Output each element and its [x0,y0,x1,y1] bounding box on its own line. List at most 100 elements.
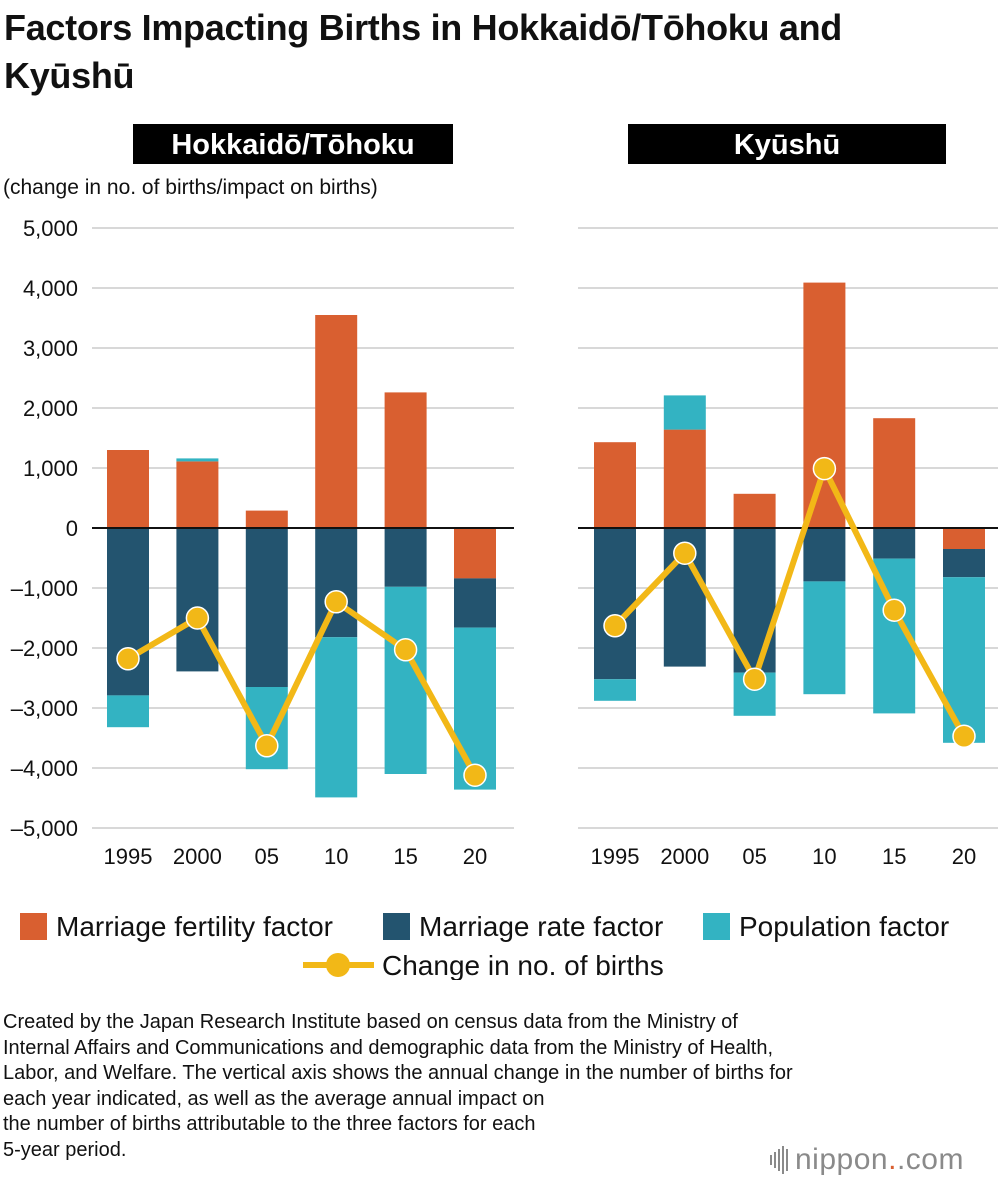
y-tick-label: 2,000 [23,396,78,421]
y-tick-label: 5,000 [23,216,78,241]
y-tick-label: –1,000 [11,576,78,601]
births-point-ky-sh-20 [952,724,976,748]
y-tick-label: –4,000 [11,756,78,781]
births-point-hokkaid-t-hoku-05 [255,734,279,758]
nippon-logo: nippon..com [770,1140,964,1180]
source-note-line: Labor, and Welfare. The vertical axis sh… [3,1062,793,1084]
bar-ky-sh-10-marriage-rate-factor [803,528,846,582]
x-tick-label: 10 [324,844,348,869]
bar-hokkaid-t-hoku-20-marriage-rate-factor [454,578,496,628]
bar-hokkaid-t-hoku-20-population-factor [454,627,496,790]
y-tick-label: –2,000 [11,636,78,661]
panel-title-ky-sh: Kyūshū [734,129,840,161]
x-tick-label: 2000 [660,844,709,869]
legend-label-population-factor: Population factor [739,911,949,942]
bar-ky-sh-05-marriage-fertility-factor [733,493,776,528]
births-point-hokkaid-t-hoku-15 [393,638,418,662]
x-tick-label: 20 [952,844,976,869]
births-point-hokkaid-t-hoku-2000 [185,606,210,630]
source-note: Created by the Japan Research Institute … [3,1010,998,1163]
legend: Marriage fertility factor Marriage rate f… [20,911,949,980]
panel-title-hokkaid-t-hoku: Hokkaidō/Tōhoku [171,129,414,161]
births-point-hokkaid-t-hoku-10 [324,590,348,614]
births-point-ky-sh-10 [812,456,837,481]
bar-ky-sh-20-marriage-fertility-factor [943,528,985,549]
bar-ky-sh-10-marriage-fertility-factor [803,282,846,528]
bar-hokkaid-t-hoku-15-marriage-rate-factor [384,528,427,587]
bar-hokkaid-t-hoku-2000-population-factor [176,458,219,462]
y-tick-label: 1,000 [23,456,78,481]
panel-header-bg-hokkaid-t-hoku [133,124,453,164]
bar-hokkaid-t-hoku-1995-marriage-fertility-factor [107,450,149,528]
x-tick-label: 10 [812,844,836,869]
x-tick-label: 1995 [591,844,640,869]
gridlines [92,227,998,829]
births-line-ky-sh [612,465,967,738]
bar-ky-sh-2000-marriage-fertility-factor [663,429,706,528]
bar-hokkaid-t-hoku-10-marriage-fertility-factor [315,315,358,528]
births-lines [116,456,976,787]
bar-hokkaid-t-hoku-10-marriage-rate-factor [315,528,358,638]
bar-hokkaid-t-hoku-20-marriage-fertility-factor [454,528,496,579]
bars [107,282,985,798]
source-note-line: Internal Affairs and Communications and … [3,1036,774,1059]
source-note-line: each year indicated, as well as the aver… [3,1087,545,1110]
bar-hokkaid-t-hoku-10-population-factor [315,637,358,798]
logo-text: nippon..com [795,1143,964,1176]
y-axis-unit-label: (change in no. of births/impact on birth… [3,176,378,199]
y-tick-label: –3,000 [11,696,78,721]
bar-ky-sh-1995-marriage-fertility-factor [594,442,636,528]
legend-label-marriage-fertility-factor: Marriage fertility factor [56,911,333,942]
legend-swatch-marriage-rate-factor [383,913,410,940]
x-tick-label: 20 [463,844,487,869]
births-point-hokkaid-t-hoku-20 [463,763,487,787]
x-tick-label: 05 [742,844,766,869]
bar-hokkaid-t-hoku-2000-marriage-fertility-factor [176,461,219,528]
logo-bar [774,1152,776,1168]
births-point-ky-sh-1995 [603,614,627,638]
logo-bar [778,1149,780,1171]
births-point-ky-sh-05 [742,667,767,691]
bar-ky-sh-20-population-factor [943,577,985,743]
births-point-hokkaid-t-hoku-1995 [116,647,140,671]
x-tick-label: 15 [882,844,906,869]
legend-swatch-marker [326,953,350,977]
panel-header-bg-ky-sh [628,124,946,164]
bar-ky-sh-1995-population-factor [594,679,636,701]
x-tick-label: 05 [255,844,279,869]
y-tick-label: –5,000 [11,816,78,841]
x-tick-label: 2000 [173,844,222,869]
logo-mark-icon [770,1146,788,1174]
bar-hokkaid-t-hoku-05-marriage-rate-factor [245,528,288,687]
births-line-hokkaid-t-hoku [126,598,478,777]
bar-ky-sh-15-marriage-rate-factor [873,528,916,559]
births-point-ky-sh-2000 [673,541,697,565]
legend-label-change-in-no-of-births: Change in no. of births [382,950,664,980]
bar-hokkaid-t-hoku-1995-population-factor [107,695,149,728]
legend-label-marriage-rate-factor: Marriage rate factor [419,911,663,942]
source-note-line: 5-year period. [3,1138,127,1161]
y-tick-label: 3,000 [23,336,78,361]
x-tick-label: 1995 [104,844,153,869]
chart-title: Factors Impacting Births in Hokkaidō/Tōh… [4,7,842,96]
logo-bar [770,1155,772,1165]
chart-area: Hokkaidō/Tōhoku 1995 2000 05 10 15 20 Kyūshū 199… [3,124,998,980]
x-tick-label: 15 [393,844,417,869]
bar-ky-sh-2000-population-factor [663,395,706,430]
legend-swatch-marriage-fertility-factor [20,913,47,940]
bar-ky-sh-20-marriage-rate-factor [943,549,985,578]
source-note-line: the number of births attributable to the… [3,1113,536,1135]
bar-ky-sh-10-population-factor [803,581,846,695]
bar-hokkaid-t-hoku-05-marriage-fertility-factor [245,510,288,528]
source-note-line: Created by the Japan Research Institute … [3,1011,738,1033]
axis-labels: Hokkaidō/Tōhoku 1995 2000 05 10 15 20 Kyūshū 199… [3,124,976,869]
logo-bar [786,1149,788,1171]
births-point-ky-sh-15 [882,598,906,622]
legend-swatch-population-factor [703,913,730,940]
bar-ky-sh-1995-marriage-rate-factor [594,528,636,680]
bar-ky-sh-15-marriage-fertility-factor [873,418,916,528]
bar-hokkaid-t-hoku-15-marriage-fertility-factor [384,392,427,528]
y-tick-label: 4,000 [23,276,78,301]
logo-bar [782,1146,784,1174]
y-tick-label: 0 [66,516,78,541]
